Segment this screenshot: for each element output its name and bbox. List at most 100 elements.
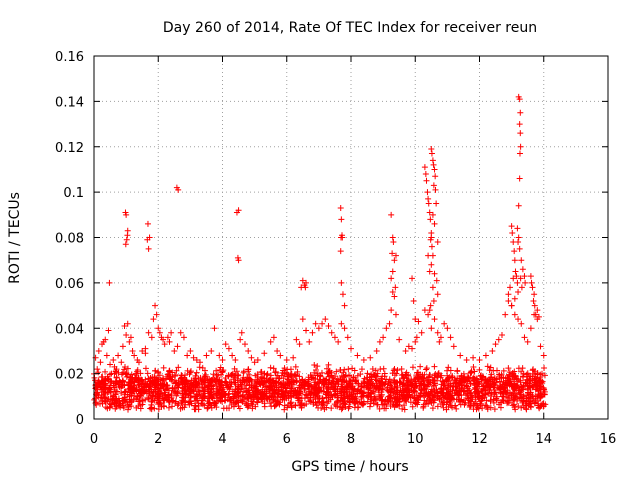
data-point — [426, 209, 433, 216]
baseline-point — [177, 405, 184, 412]
baseline-point — [430, 392, 437, 399]
baseline-point — [336, 388, 343, 395]
data-point — [164, 334, 171, 341]
data-point — [367, 354, 374, 361]
x-tick-label: 14 — [535, 432, 552, 447]
baseline-point — [178, 399, 185, 406]
baseline-point — [483, 402, 490, 409]
baseline-point — [332, 402, 339, 409]
data-point — [113, 366, 120, 373]
baseline-point — [210, 375, 217, 382]
data-point — [427, 216, 434, 223]
baseline-point — [172, 373, 179, 380]
data-points — [92, 93, 547, 373]
baseline-point — [523, 371, 530, 378]
baseline-point — [168, 392, 175, 399]
baseline-point — [488, 393, 495, 400]
baseline-point — [336, 404, 343, 411]
data-point — [432, 186, 439, 193]
baseline-point — [325, 398, 332, 405]
baseline-point — [107, 403, 114, 410]
data-point — [161, 341, 168, 348]
data-point — [152, 302, 159, 309]
data-point — [160, 336, 167, 343]
data-point — [505, 291, 512, 298]
data-point — [373, 347, 380, 354]
baseline-point — [135, 388, 142, 395]
data-point — [517, 130, 524, 137]
data-point — [306, 338, 313, 345]
axis-ticks: 0 2 4 6 8 10 12 14 16 0 0.02 0.04 0.06 0.08 0.1 0.12 0.1… — [55, 50, 616, 447]
baseline-point — [380, 365, 387, 372]
baseline-point — [382, 378, 389, 385]
data-point — [360, 357, 367, 364]
data-point — [430, 161, 437, 168]
baseline-point — [420, 403, 427, 410]
baseline-point — [144, 370, 151, 377]
baseline-point — [381, 373, 388, 380]
data-point — [428, 325, 435, 332]
data-point — [309, 329, 316, 336]
baseline-point — [530, 366, 537, 373]
baseline-point — [427, 396, 434, 403]
data-point — [392, 284, 399, 291]
baseline-point — [190, 387, 197, 394]
baseline-point — [401, 402, 408, 409]
baseline-point — [306, 383, 313, 390]
data-point — [94, 366, 101, 373]
baseline-point — [470, 364, 477, 371]
baseline-point — [358, 366, 365, 373]
baseline-point — [236, 405, 243, 412]
baseline-point — [512, 372, 519, 379]
baseline-point — [423, 365, 430, 372]
baseline-point — [409, 364, 416, 371]
data-point — [457, 352, 464, 359]
baseline-point — [204, 405, 211, 412]
data-point — [122, 241, 129, 248]
baseline-point — [449, 404, 456, 411]
data-point — [325, 322, 332, 329]
baseline-point — [155, 401, 162, 408]
baseline-point — [392, 401, 399, 408]
baseline-point — [391, 366, 398, 373]
baseline-point — [284, 382, 291, 389]
data-point — [423, 177, 430, 184]
baseline-point — [230, 403, 237, 410]
baseline-point — [292, 363, 299, 370]
baseline-point — [371, 382, 378, 389]
baseline-point — [399, 405, 406, 412]
baseline-point — [345, 366, 352, 373]
data-point — [155, 325, 162, 332]
baseline-point — [243, 382, 250, 389]
baseline-point — [151, 374, 158, 381]
baseline-point — [328, 384, 335, 391]
baseline-point — [287, 372, 294, 379]
baseline-point — [431, 363, 438, 370]
baseline-point — [259, 389, 266, 396]
data-point — [463, 357, 470, 364]
baseline-point — [472, 400, 479, 407]
data-point — [123, 332, 130, 339]
baseline-point — [316, 376, 323, 383]
data-point — [412, 338, 419, 345]
baseline-point — [316, 399, 323, 406]
baseline-point — [125, 386, 132, 393]
baseline-point — [199, 376, 206, 383]
data-point — [135, 359, 142, 366]
data-point — [123, 236, 130, 243]
baseline-point — [455, 381, 462, 388]
baseline-point — [371, 388, 378, 395]
baseline-point — [289, 388, 296, 395]
baseline-point — [339, 405, 346, 412]
baseline-point — [258, 378, 265, 385]
baseline-point — [330, 374, 337, 381]
baseline-point — [288, 393, 295, 400]
data-point — [171, 347, 178, 354]
baseline-point — [413, 372, 420, 379]
data-point — [433, 277, 440, 284]
baseline-point — [518, 394, 525, 401]
baseline-point — [443, 376, 450, 383]
baseline-point — [95, 378, 102, 385]
baseline-point — [398, 392, 405, 399]
baseline-point — [540, 386, 547, 393]
